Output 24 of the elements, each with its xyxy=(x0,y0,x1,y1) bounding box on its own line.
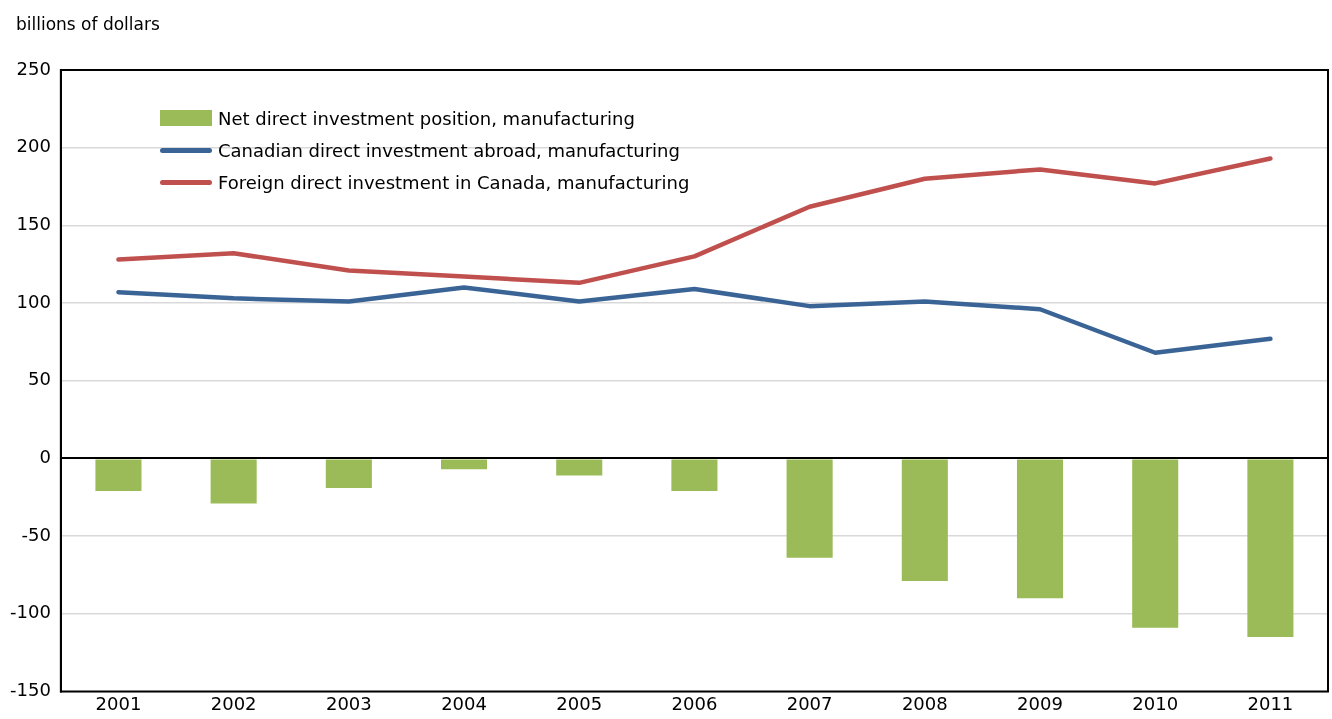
x-tick-label: 2009 xyxy=(1017,692,1063,714)
y-tick-label: -150 xyxy=(9,679,51,701)
x-tick-label: 2010 xyxy=(1132,692,1179,714)
y-tick-label: 150 xyxy=(16,213,51,235)
x-tick-label: 2001 xyxy=(95,692,142,714)
x-tick-label: 2011 xyxy=(1247,692,1294,714)
y-tick-label: -50 xyxy=(21,523,51,545)
legend-label: Foreign direct investment in Canada, manufacturing xyxy=(218,171,690,193)
y-axis-title: billions of dollars xyxy=(16,14,160,34)
x-tick-label: 2004 xyxy=(441,692,487,714)
x-tick-label: 2006 xyxy=(671,692,718,714)
y-tick-label: 250 xyxy=(16,57,51,79)
x-tick-label: 2002 xyxy=(210,692,257,714)
x-tick-label: 2007 xyxy=(786,692,833,714)
y-tick-label: -100 xyxy=(9,601,51,623)
y-tick-label: 0 xyxy=(39,446,51,468)
legend-label: Canadian direct investment abroad, manufacturing xyxy=(218,139,680,161)
x-tick-label: 2003 xyxy=(325,692,372,714)
x-tick-label: 2008 xyxy=(901,692,948,714)
y-tick-label: 100 xyxy=(16,290,51,312)
x-tick-label: 2005 xyxy=(556,692,603,714)
legend-label: Net direct investment position, manufacturing xyxy=(218,107,635,129)
y-tick-label: 200 xyxy=(16,135,51,157)
y-tick-label: 50 xyxy=(27,368,51,390)
